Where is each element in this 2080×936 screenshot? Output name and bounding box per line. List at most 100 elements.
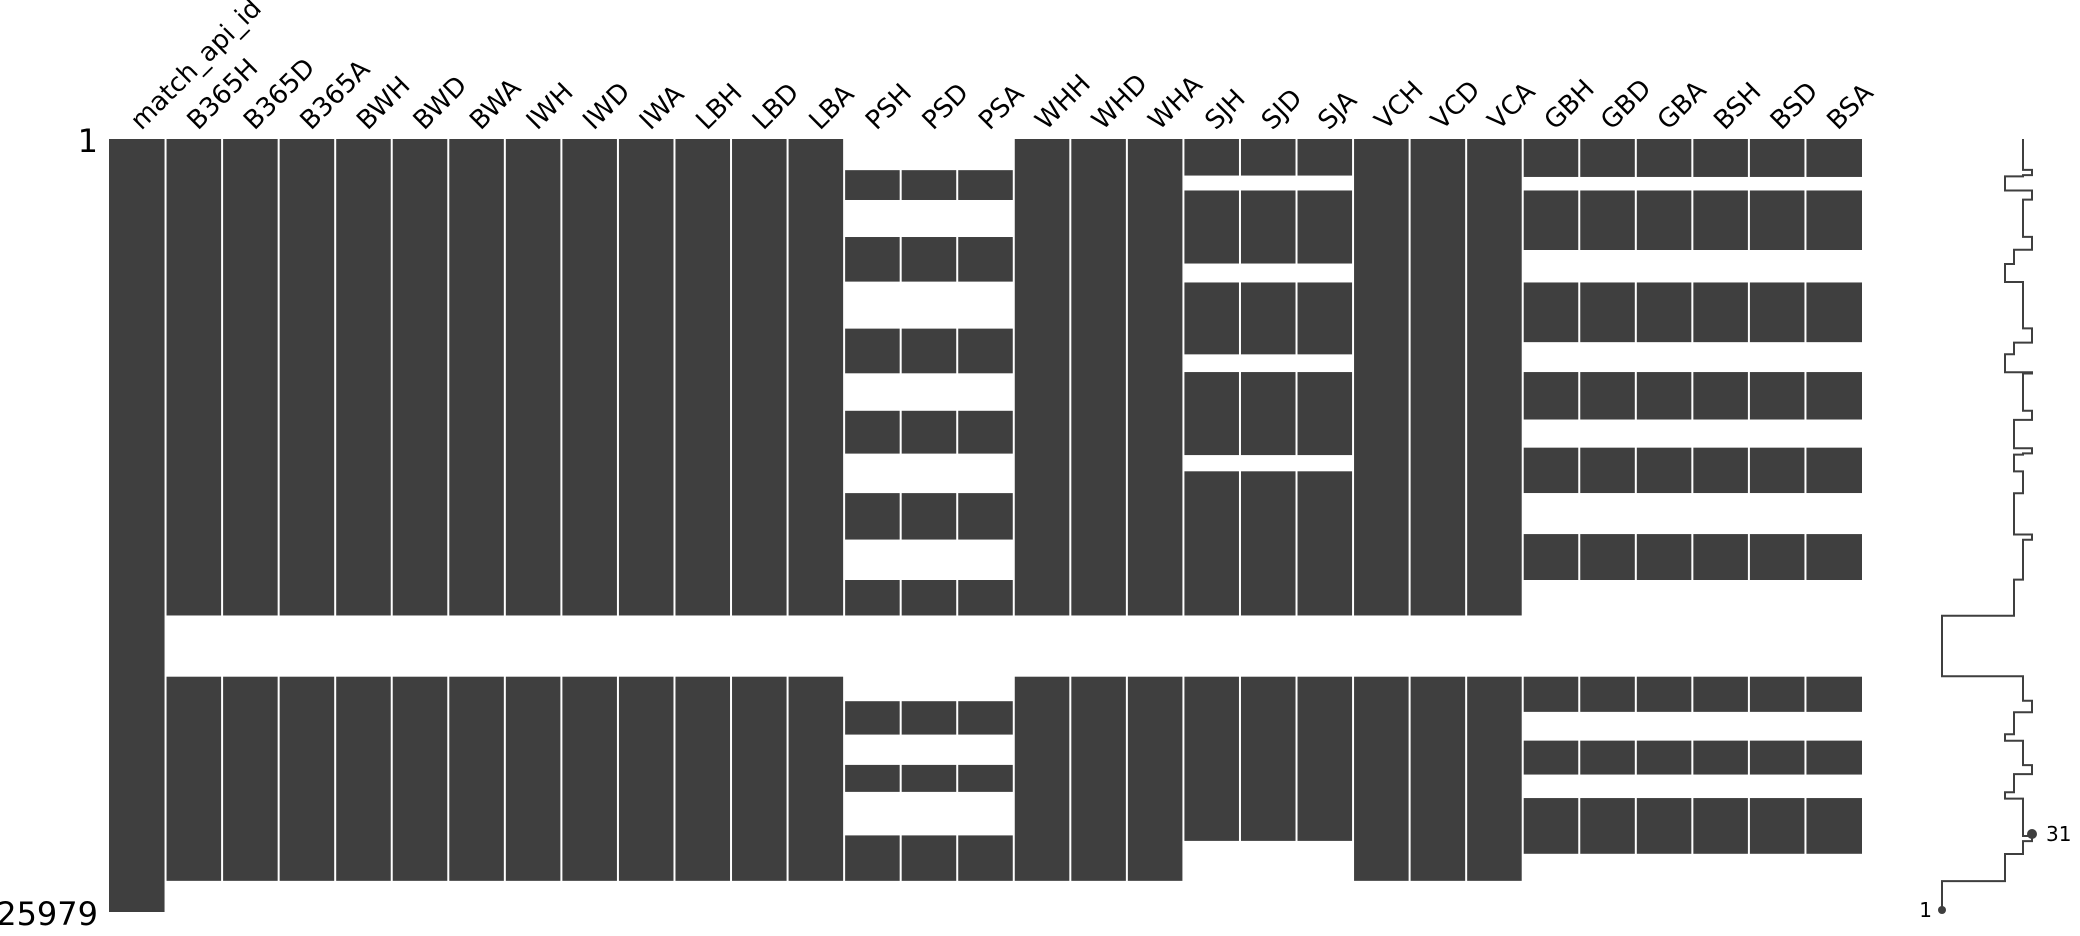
matrix-block-GBD xyxy=(1579,139,1636,177)
matrix-block-LBA xyxy=(787,139,845,616)
matrix-block-LBD xyxy=(731,676,788,881)
matrix-block-GBH xyxy=(1522,372,1580,420)
matrix-block-SJD xyxy=(1239,190,1297,264)
matrix-block-BSH xyxy=(1692,798,1749,854)
column-label-IWD: IWD xyxy=(577,77,636,136)
matrix-block-PSA xyxy=(957,835,1014,881)
matrix-block-PSA xyxy=(957,170,1014,200)
matrix-block-PSD xyxy=(900,237,958,282)
matrix-block-PSA xyxy=(957,410,1014,454)
matrix-block-WHH xyxy=(1013,676,1071,881)
matrix-block-BSA xyxy=(1805,676,1862,712)
matrix-block-GBH xyxy=(1522,534,1580,580)
matrix-block-B365H xyxy=(165,676,223,881)
sparkline-path xyxy=(1941,139,2033,912)
matrix-block-GBD xyxy=(1579,282,1636,343)
matrix-block-VCH xyxy=(1353,139,1410,616)
sparkline-max-marker xyxy=(2027,829,2037,839)
matrix-block-BWA xyxy=(448,139,505,616)
matrix-block-BSH xyxy=(1692,676,1749,712)
matrix-block-PSH xyxy=(844,701,901,735)
column-label-BSA: BSA xyxy=(1821,78,1879,136)
matrix-block-WHA xyxy=(1126,676,1184,881)
matrix-block-SJH xyxy=(1183,139,1240,176)
matrix-block-match_api_id xyxy=(109,139,166,912)
matrix-block-PSD xyxy=(900,493,958,540)
column-label-PSD: PSD xyxy=(917,78,975,136)
matrix-block-B365A xyxy=(278,676,336,881)
matrix-block-GBA xyxy=(1635,372,1693,420)
column-label-BSD: BSD xyxy=(1765,77,1824,136)
matrix-block-VCA xyxy=(1466,676,1523,881)
matrix-block-PSA xyxy=(957,580,1014,616)
matrix-block-BWA xyxy=(448,676,505,881)
matrix-block-PSA xyxy=(957,493,1014,540)
sparkline-min-label: 1 xyxy=(1919,898,1932,922)
matrix-block-PSH xyxy=(844,580,901,616)
matrix-block-GBH xyxy=(1522,798,1580,854)
matrix-block-SJH xyxy=(1183,372,1240,456)
row-label-top: 1 xyxy=(78,122,98,160)
matrix-block-GBA xyxy=(1635,190,1693,250)
matrix-block-BSA xyxy=(1805,282,1862,343)
column-label-SJD: SJD xyxy=(1256,83,1308,135)
matrix-block-VCD xyxy=(1409,676,1467,881)
matrix-block-PSH xyxy=(844,493,901,540)
matrix-block-GBH xyxy=(1522,282,1580,343)
column-label-WHA: WHA xyxy=(1143,70,1209,136)
matrix-block-BSH xyxy=(1692,740,1749,775)
column-separators xyxy=(164,139,1807,912)
column-label-LBA: LBA xyxy=(804,79,861,136)
matrix-block-WHH xyxy=(1013,139,1071,616)
matrix-block-BSA xyxy=(1805,534,1862,580)
matrix-area xyxy=(109,139,1862,912)
matrix-block-PSA xyxy=(957,328,1014,374)
matrix-block-PSD xyxy=(900,701,958,735)
matrix-block-BSA xyxy=(1805,372,1862,420)
matrix-block-PSD xyxy=(900,410,958,454)
matrix-block-SJD xyxy=(1239,282,1297,355)
matrix-block-BSD xyxy=(1748,190,1806,250)
matrix-block-BWD xyxy=(391,676,449,881)
matrix-block-SJA xyxy=(1296,676,1354,841)
matrix-block-BSH xyxy=(1692,447,1749,494)
matrix-block-PSH xyxy=(844,835,901,881)
matrix-block-PSH xyxy=(844,410,901,454)
matrix-block-PSD xyxy=(900,170,958,200)
matrix-block-GBD xyxy=(1579,534,1636,580)
matrix-block-IWA xyxy=(617,676,675,881)
matrix-block-LBH xyxy=(674,139,732,616)
matrix-block-GBH xyxy=(1522,740,1580,775)
column-label-WHD: WHD xyxy=(1086,69,1153,136)
sparkline: 31 1 xyxy=(1919,139,2071,922)
matrix-block-PSA xyxy=(957,764,1014,792)
matrix-block-BWD xyxy=(391,139,449,616)
matrix-block-SJD xyxy=(1239,471,1297,616)
matrix-block-B365H xyxy=(165,139,223,616)
matrix-block-WHD xyxy=(1070,676,1127,881)
matrix-block-LBA xyxy=(787,676,845,881)
matrix-block-BSA xyxy=(1805,139,1862,177)
matrix-block-VCA xyxy=(1466,139,1523,616)
matrix-block-BSD xyxy=(1748,534,1806,580)
matrix-block-PSA xyxy=(957,237,1014,282)
column-label-PSH: PSH xyxy=(860,78,918,136)
matrix-block-GBH xyxy=(1522,676,1580,712)
matrix-block-BSD xyxy=(1748,282,1806,343)
column-label-GBD: GBD xyxy=(1595,74,1657,136)
column-label-IWH: IWH xyxy=(521,77,580,136)
matrix-block-BSH xyxy=(1692,372,1749,420)
matrix-block-SJA xyxy=(1296,282,1354,355)
matrix-block-BWH xyxy=(335,676,392,881)
matrix-block-SJA xyxy=(1296,190,1354,264)
matrix-block-SJD xyxy=(1239,676,1297,841)
column-label-BSH: BSH xyxy=(1708,77,1767,136)
matrix-block-LBD xyxy=(731,139,788,616)
matrix-block-GBA xyxy=(1635,139,1693,177)
matrix-block-BSD xyxy=(1748,798,1806,854)
matrix-block-PSD xyxy=(900,328,958,374)
matrix-block-GBD xyxy=(1579,676,1636,712)
column-label-BWA: BWA xyxy=(464,73,527,136)
row-label-bottom: 25979 xyxy=(0,895,98,933)
